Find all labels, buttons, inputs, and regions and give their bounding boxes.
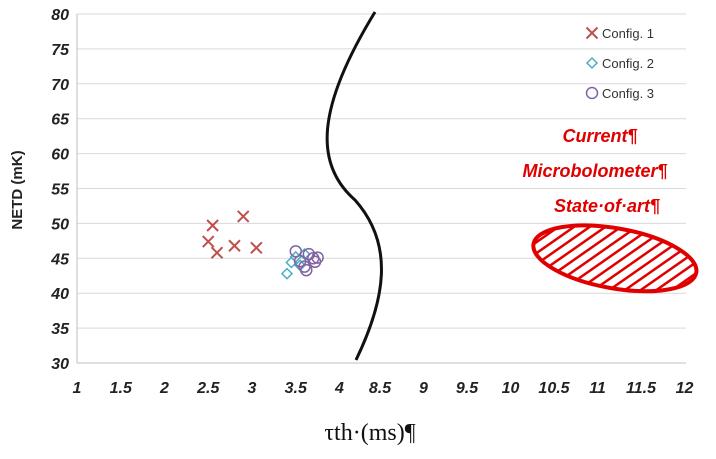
y-tick-label: 60 (51, 147, 69, 164)
y-tick-label: 45 (50, 251, 70, 268)
x-tick-label: 10.5 (538, 380, 570, 397)
y-tick-label: 50 (51, 216, 69, 233)
data-point (228, 239, 241, 252)
x-tick-label: 9 (419, 380, 428, 397)
axis-break-curve (325, 11, 383, 361)
x-tick-label: 12 (676, 380, 694, 397)
x-tick-label: 3.5 (285, 380, 308, 397)
legend-label: Config. 3 (602, 86, 654, 101)
y-tick-label: 40 (50, 286, 69, 303)
y-tick-label: 75 (51, 42, 70, 59)
x-tick-labels: 1 1.5 2 2.5 3 3.5 4 8.5 9 9.5 10 10.5 11 11.5 12 (73, 380, 694, 397)
series-3 (289, 245, 324, 277)
x-tick-label: 3 (248, 380, 257, 397)
annotation-line-3: State·of·art¶ (554, 196, 660, 216)
data-point (311, 251, 324, 264)
x-tick-label: 4 (334, 380, 344, 397)
annotation-text: Current¶ Microbolometer¶ State·of·art¶ (522, 126, 667, 216)
x-axis-label: τth·(ms)¶ (324, 420, 415, 446)
x-tick-label: 11.5 (626, 380, 657, 397)
x-tick-label: 10 (502, 380, 520, 397)
y-tick-label: 55 (51, 182, 70, 199)
legend-marker (585, 56, 599, 70)
y-axis-label: NETD (mK) (9, 150, 26, 229)
x-tick-label: 1 (73, 380, 82, 397)
x-tick-label: 2 (159, 380, 169, 397)
legend-marker (585, 26, 599, 40)
state-of-art-region (531, 223, 699, 294)
data-point (237, 210, 250, 223)
y-tick-label: 65 (51, 112, 70, 129)
annotation-line-2: Microbolometer¶ (522, 161, 667, 181)
annotation-line-1: Current¶ (562, 126, 637, 146)
x-tick-label: 11 (589, 380, 606, 397)
x-tick-label: 8.5 (369, 380, 392, 397)
data-point (300, 263, 313, 277)
x-tick-label: 2.5 (196, 380, 220, 397)
y-tick-label: 80 (51, 7, 69, 24)
x-tick-label: 1.5 (110, 380, 133, 397)
data-point (210, 246, 224, 259)
y-tick-labels: 30 35 40 45 50 55 60 65 70 75 80 (50, 7, 70, 373)
legend-marker (585, 86, 599, 100)
data-point (280, 267, 294, 280)
y-tick-label: 35 (51, 321, 70, 338)
data-point (206, 219, 219, 232)
x-tick-label: 9.5 (456, 380, 479, 397)
y-tick-label: 30 (51, 356, 69, 373)
legend-label: Config. 1 (602, 26, 654, 41)
data-points (202, 210, 324, 280)
data-point (202, 235, 215, 248)
series-1 (202, 210, 263, 259)
gridlines (77, 13, 686, 329)
y-tick-label: 70 (51, 77, 69, 94)
legend-label: Config. 2 (602, 56, 654, 71)
legend: Config. 1 Config. 2 Config. 3 (585, 26, 654, 101)
axes (76, 14, 686, 364)
data-point (250, 241, 263, 255)
state-of-art-ellipse (531, 223, 699, 294)
